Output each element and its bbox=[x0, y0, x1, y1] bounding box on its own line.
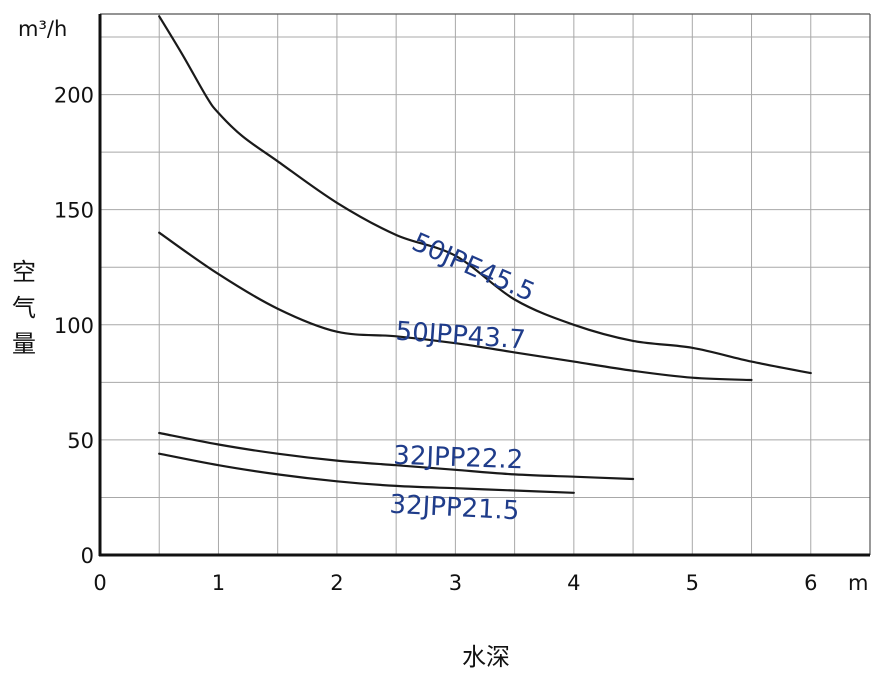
y-tick-label: 0 bbox=[81, 544, 94, 568]
x-tick-label: 5 bbox=[686, 571, 699, 595]
y-unit-label: m³/h bbox=[18, 17, 67, 41]
y-axis-title: 空气量 bbox=[12, 258, 36, 358]
series-line-50jpe45-5 bbox=[158, 15, 812, 375]
axes bbox=[98, 13, 871, 557]
x-tick-label: 6 bbox=[804, 571, 817, 595]
x-tick-label: 0 bbox=[93, 571, 106, 595]
series-line-50jpp43-7 bbox=[158, 231, 753, 382]
x-tick-label: 2 bbox=[330, 571, 343, 595]
x-unit-label: m bbox=[848, 571, 868, 595]
series-line-32jpp22-2 bbox=[158, 431, 635, 481]
series-line-32jpp21-5 bbox=[158, 452, 575, 494]
x-axis-title: 水深 bbox=[462, 643, 510, 671]
y-tick-label: 100 bbox=[54, 314, 94, 338]
series-label-32jpp22-2: 32JPP22.2 bbox=[393, 441, 524, 476]
x-tick-label: 1 bbox=[212, 571, 225, 595]
x-tick-label: 4 bbox=[567, 571, 580, 595]
grid bbox=[100, 14, 870, 555]
series-lines bbox=[158, 15, 812, 494]
x-tick-label: 3 bbox=[449, 571, 462, 595]
y-tick-labels: 0 50 100 150 200 bbox=[54, 84, 94, 568]
y-tick-label: 200 bbox=[54, 84, 94, 108]
y-tick-label: 50 bbox=[67, 429, 94, 453]
series-label-50jpp43-7: 50JPP43.7 bbox=[395, 317, 527, 356]
y-tick-label: 150 bbox=[54, 199, 94, 223]
x-tick-labels: 0 1 2 3 4 5 6 bbox=[93, 571, 817, 595]
series-label-32jpp21-5: 32JPP21.5 bbox=[389, 490, 520, 527]
